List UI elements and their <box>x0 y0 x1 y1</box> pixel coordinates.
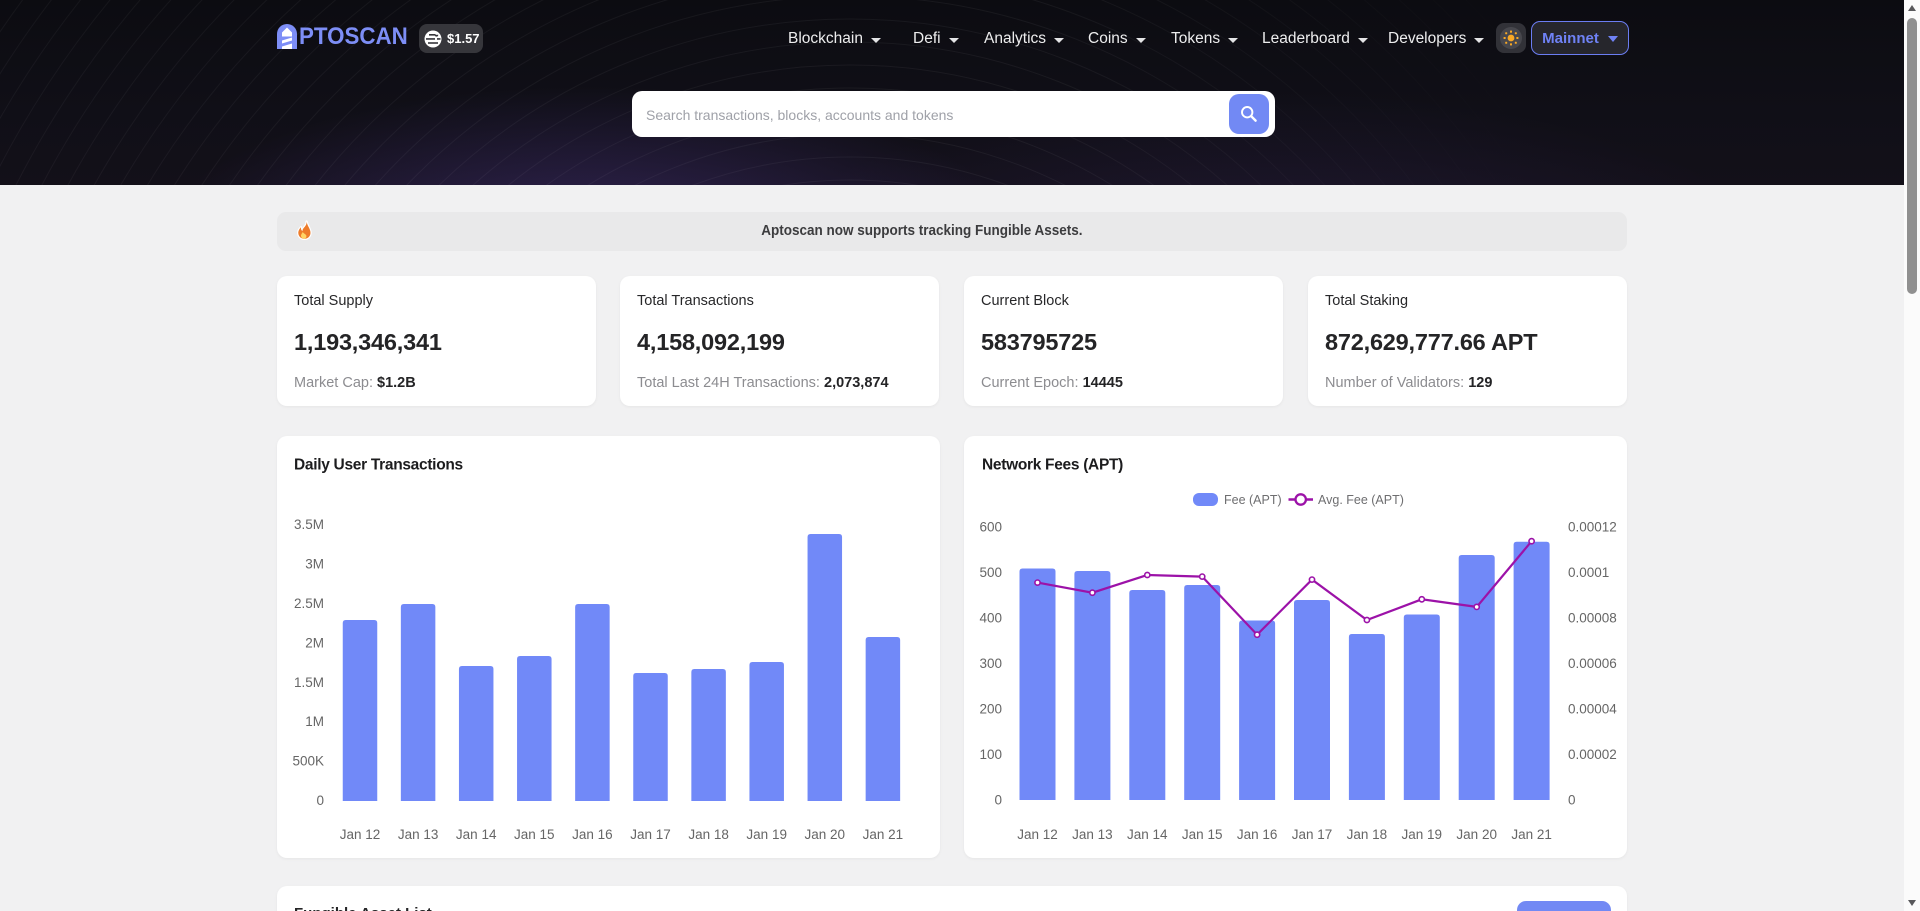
svg-text:Network Fees (APT): Network Fees (APT) <box>982 457 1123 474</box>
svg-text:Jan 18: Jan 18 <box>688 827 729 842</box>
svg-text:Jan 14: Jan 14 <box>1127 827 1168 842</box>
svg-text:Jan 16: Jan 16 <box>1237 827 1278 842</box>
svg-text:1M: 1M <box>305 714 324 729</box>
svg-text:Jan 21: Jan 21 <box>1511 827 1552 842</box>
svg-text:Jan 18: Jan 18 <box>1347 827 1388 842</box>
svg-text:Jan 13: Jan 13 <box>398 827 439 842</box>
svg-text:0.00002: 0.00002 <box>1568 747 1617 762</box>
svg-text:600: 600 <box>979 520 1002 535</box>
svg-text:Daily User Transactions: Daily User Transactions <box>294 457 463 474</box>
svg-text:3M: 3M <box>305 557 324 572</box>
svg-text:0: 0 <box>316 793 324 808</box>
svg-text:Jan 19: Jan 19 <box>1402 827 1443 842</box>
svg-text:100: 100 <box>979 747 1002 762</box>
svg-text:Jan 16: Jan 16 <box>572 827 613 842</box>
svg-text:Jan 20: Jan 20 <box>805 827 846 842</box>
svg-text:0.00006: 0.00006 <box>1568 656 1617 671</box>
svg-text:500: 500 <box>979 565 1002 580</box>
svg-text:Jan 21: Jan 21 <box>863 827 904 842</box>
svg-text:0: 0 <box>994 793 1002 808</box>
svg-text:Jan 14: Jan 14 <box>456 827 497 842</box>
svg-text:0.0001: 0.0001 <box>1568 565 1609 580</box>
svg-text:Jan 20: Jan 20 <box>1456 827 1497 842</box>
svg-text:2.5M: 2.5M <box>294 596 324 611</box>
svg-text:300: 300 <box>979 656 1002 671</box>
svg-text:Jan 19: Jan 19 <box>746 827 787 842</box>
svg-text:1.5M: 1.5M <box>294 675 324 690</box>
svg-text:Jan 17: Jan 17 <box>630 827 671 842</box>
svg-text:500K: 500K <box>292 754 324 769</box>
svg-text:Jan 17: Jan 17 <box>1292 827 1333 842</box>
svg-text:Jan 13: Jan 13 <box>1072 827 1113 842</box>
svg-text:Fee (APT): Fee (APT) <box>1224 493 1282 507</box>
svg-text:0.00004: 0.00004 <box>1568 702 1617 717</box>
svg-text:Jan 15: Jan 15 <box>1182 827 1223 842</box>
svg-text:Avg. Fee (APT): Avg. Fee (APT) <box>1318 493 1404 507</box>
svg-text:400: 400 <box>979 611 1002 626</box>
svg-text:Jan 15: Jan 15 <box>514 827 555 842</box>
svg-text:200: 200 <box>979 702 1002 717</box>
svg-text:Jan 12: Jan 12 <box>1017 827 1058 842</box>
svg-text:0.00008: 0.00008 <box>1568 611 1617 626</box>
svg-text:2M: 2M <box>305 635 324 650</box>
svg-text:3.5M: 3.5M <box>294 517 324 532</box>
svg-text:0.00012: 0.00012 <box>1568 520 1617 535</box>
svg-text:Jan 12: Jan 12 <box>340 827 381 842</box>
svg-text:0: 0 <box>1568 793 1576 808</box>
